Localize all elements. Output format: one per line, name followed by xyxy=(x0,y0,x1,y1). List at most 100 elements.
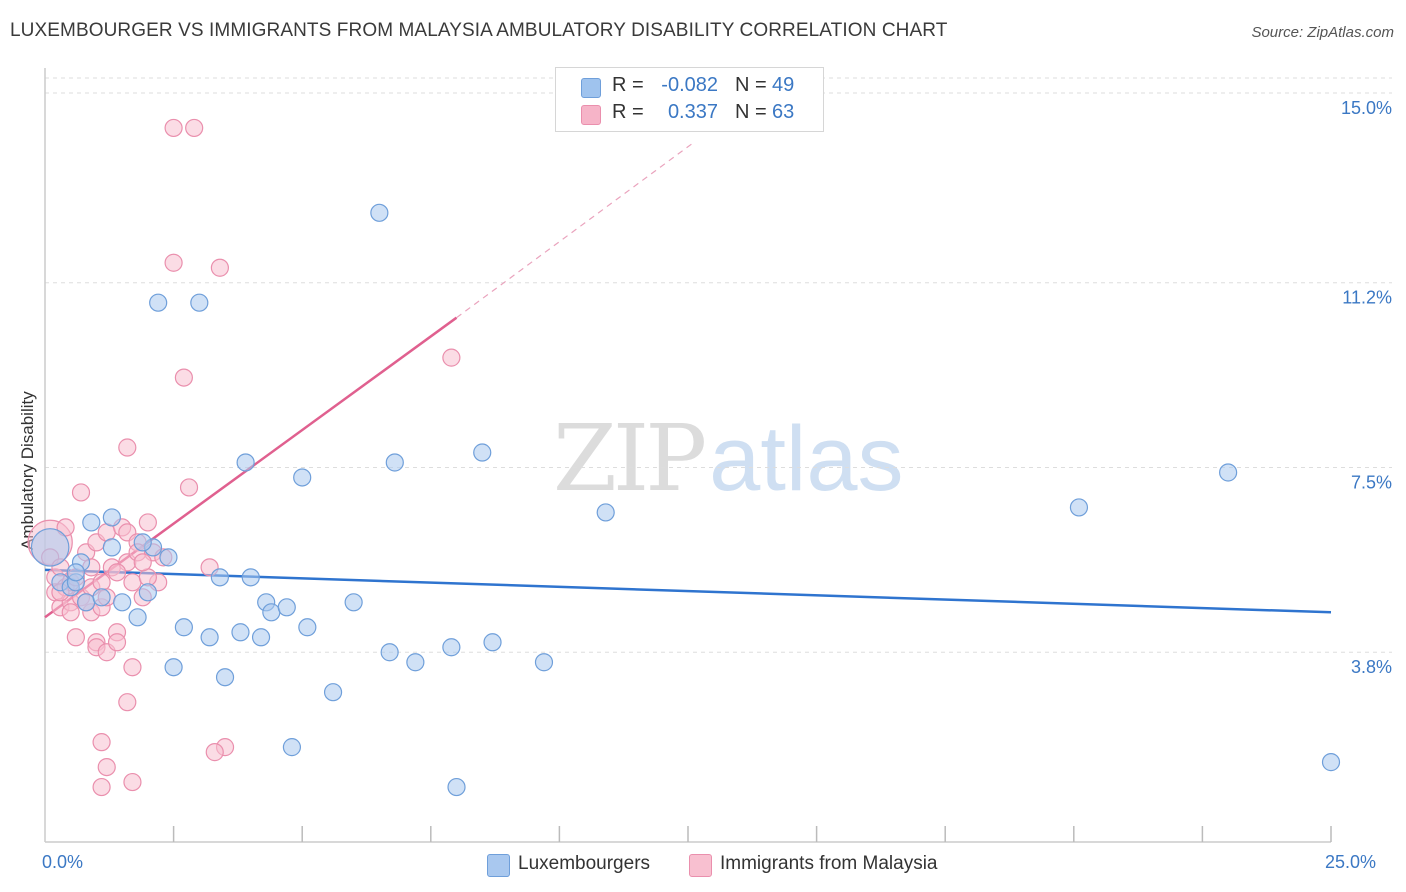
data-point-luxembourgers xyxy=(251,628,271,647)
data-point-luxembourgers xyxy=(200,628,219,647)
stats-row-malaysia: R = 0.337 N = 63 xyxy=(556,99,823,127)
data-point-luxembourgers xyxy=(174,618,193,637)
data-point-malaysia xyxy=(185,118,204,138)
data-point-luxembourgers xyxy=(82,513,101,532)
data-point-luxembourgers xyxy=(370,203,389,222)
series-legend: Luxembourgers Immigrants from Malaysia xyxy=(0,852,1406,878)
r-label: R = xyxy=(612,101,644,123)
data-point-luxembourgers xyxy=(323,683,343,702)
data-point-malaysia xyxy=(210,258,229,277)
data-point-luxembourgers xyxy=(164,658,183,677)
data-point-malaysia xyxy=(107,563,127,582)
data-point-luxembourgers xyxy=(138,583,157,602)
r-label: R = xyxy=(612,74,644,96)
data-point-malaysia xyxy=(118,438,137,457)
data-point-luxembourgers xyxy=(215,668,235,687)
data-point-luxembourgers xyxy=(102,538,121,557)
data-point-luxembourgers xyxy=(113,593,132,612)
legend-label: Luxembourgers xyxy=(518,853,651,874)
source-credit: Source: ZipAtlas.com xyxy=(1251,24,1394,41)
x-tick-label-max: 25.0% xyxy=(1325,852,1377,872)
data-point-malaysia xyxy=(164,118,183,138)
data-point-luxembourgers xyxy=(231,623,250,642)
data-point-luxembourgers xyxy=(344,593,363,612)
n-value: 63 xyxy=(772,101,795,123)
data-point-malaysia xyxy=(107,633,127,652)
data-point-luxembourgers xyxy=(92,588,111,607)
points-luxembourgers xyxy=(30,203,1341,797)
data-point-luxembourgers xyxy=(262,603,281,622)
data-point-luxembourgers xyxy=(66,563,85,582)
data-point-luxembourgers xyxy=(534,653,554,672)
watermark-zip: ZIP xyxy=(553,405,707,512)
chart-title: LUXEMBOURGER VS IMMIGRANTS FROM MALAYSIA… xyxy=(10,20,948,41)
legend-swatch-blue xyxy=(581,78,601,98)
data-point-luxembourgers xyxy=(236,453,255,472)
data-point-luxembourgers xyxy=(190,293,209,312)
data-point-malaysia xyxy=(123,573,142,592)
data-point-luxembourgers xyxy=(277,598,296,617)
data-point-luxembourgers xyxy=(596,503,615,522)
y-tick-labels: 3.8% 7.5% 11.2% 15.0% xyxy=(1341,98,1392,677)
n-value: 49 xyxy=(772,74,795,96)
data-point-malaysia xyxy=(97,757,116,777)
data-point-malaysia xyxy=(174,368,193,387)
data-point-luxembourgers xyxy=(128,608,147,627)
data-point-luxembourgers xyxy=(133,533,152,552)
data-point-luxembourgers xyxy=(380,643,399,662)
y-tick-label: 3.8% xyxy=(1351,657,1392,677)
data-point-luxembourgers xyxy=(1069,498,1089,517)
r-value: -0.082 xyxy=(661,74,718,96)
data-point-malaysia xyxy=(442,348,461,367)
n-label: N = xyxy=(735,101,767,123)
data-point-luxembourgers xyxy=(159,548,178,567)
data-point-malaysia xyxy=(71,483,91,502)
r-value: 0.337 xyxy=(667,101,718,123)
axis-layer xyxy=(44,68,1332,843)
data-point-luxembourgers xyxy=(241,568,260,587)
trend-line-malaysia-extension xyxy=(456,142,694,319)
data-point-luxembourgers xyxy=(282,738,302,757)
data-point-luxembourgers xyxy=(77,593,96,612)
x-tick-label-min: 0.0% xyxy=(42,852,84,872)
data-point-malaysia xyxy=(164,253,183,272)
legend-swatch-blue xyxy=(487,854,510,877)
data-point-luxembourgers xyxy=(210,568,229,587)
trend-layer xyxy=(44,142,1332,619)
data-point-luxembourgers xyxy=(385,453,404,472)
legend-swatch-pink xyxy=(581,105,601,125)
data-point-luxembourgers xyxy=(298,618,317,637)
data-point-luxembourgers xyxy=(406,653,425,672)
n-label: N = xyxy=(735,74,767,96)
data-point-luxembourgers xyxy=(30,528,70,567)
data-point-luxembourgers xyxy=(447,777,466,797)
data-point-malaysia xyxy=(205,743,224,762)
stats-legend: R = -0.082 N = 49 R = 0.337 N = 63 xyxy=(555,67,824,132)
data-point-malaysia xyxy=(133,553,152,572)
data-point-luxembourgers xyxy=(1219,463,1238,482)
data-point-luxembourgers xyxy=(473,443,492,462)
legend-label: Immigrants from Malaysia xyxy=(720,853,938,874)
data-point-luxembourgers xyxy=(149,293,168,312)
data-point-luxembourgers xyxy=(442,638,461,657)
legend-swatch-pink xyxy=(689,854,712,877)
stats-row-luxembourgers: R = -0.082 N = 49 xyxy=(556,72,823,100)
watermark: ZIPatlas xyxy=(553,405,904,512)
trend-line-luxembourgers xyxy=(44,568,1332,614)
data-point-malaysia xyxy=(92,733,111,752)
data-point-luxembourgers xyxy=(1321,753,1341,772)
y-tick-label: 15.0% xyxy=(1341,98,1392,118)
data-point-malaysia xyxy=(118,693,137,712)
data-point-malaysia xyxy=(92,777,111,797)
data-point-malaysia xyxy=(123,658,142,677)
data-point-malaysia xyxy=(66,628,85,647)
data-point-luxembourgers xyxy=(102,508,121,527)
data-point-luxembourgers xyxy=(293,468,312,487)
y-tick-label: 7.5% xyxy=(1351,472,1392,492)
data-point-malaysia xyxy=(123,772,142,792)
grid-layer xyxy=(45,77,1392,653)
data-point-malaysia xyxy=(138,513,157,532)
watermark-atlas: atlas xyxy=(709,408,904,510)
data-point-luxembourgers xyxy=(483,633,502,652)
